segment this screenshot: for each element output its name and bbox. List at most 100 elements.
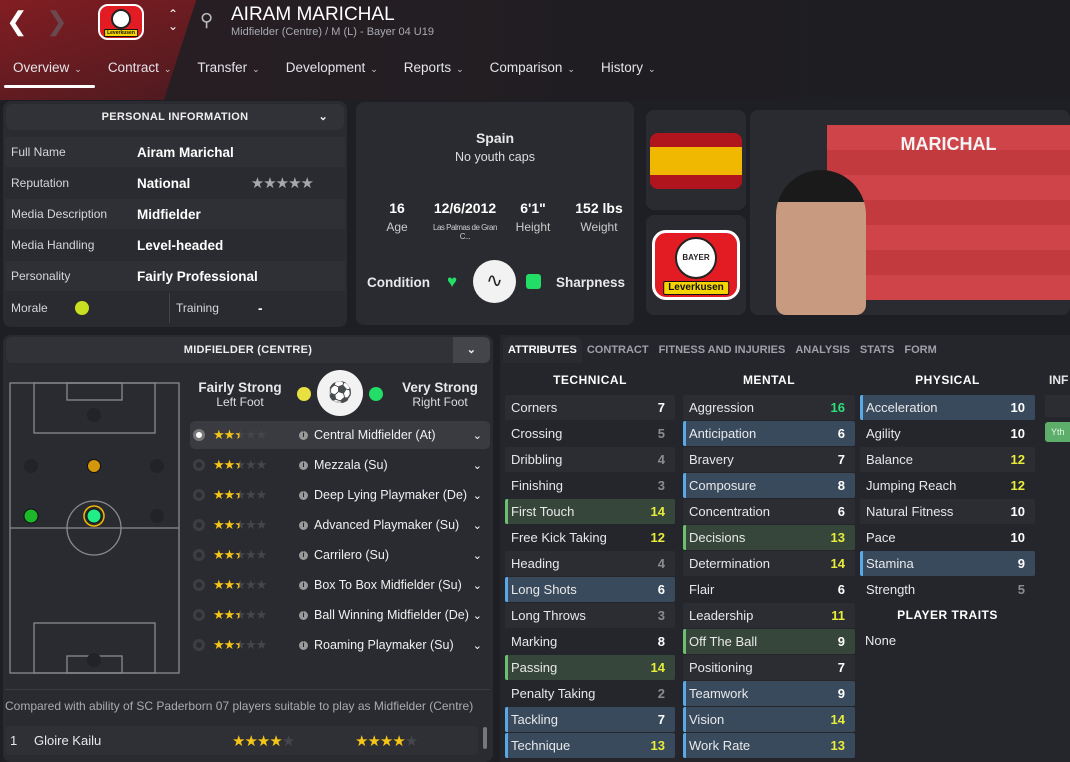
attribute-positioning[interactable]: Positioning 7 bbox=[683, 655, 855, 680]
attribute-leadership[interactable]: Leadership 11 bbox=[683, 603, 855, 628]
role-row[interactable]: ★★★★★ i Mezzala (Su) ⌄ bbox=[190, 451, 490, 479]
role-row[interactable]: ★★★★★ i Box To Box Midfielder (Su) ⌄ bbox=[190, 571, 490, 599]
attribute-balance[interactable]: Balance 12 bbox=[860, 447, 1035, 472]
role-radio[interactable] bbox=[193, 459, 205, 471]
tab-transfer[interactable]: Transfer ⌄ bbox=[184, 56, 272, 82]
tab-fitness-and-injuries[interactable]: FITNESS AND INJURIES bbox=[658, 344, 786, 356]
info-icon[interactable]: i bbox=[299, 640, 308, 650]
chevron-down-icon[interactable]: ⌄ bbox=[453, 337, 490, 363]
attribute-composure[interactable]: Composure 8 bbox=[683, 473, 855, 498]
attribute-corners[interactable]: Corners 7 bbox=[505, 395, 675, 420]
comparison-row[interactable]: 1 Gloire Kailu ★★★★★ ★★★★★ bbox=[5, 726, 478, 755]
chevron-down-icon[interactable]: ⌄ bbox=[472, 429, 482, 442]
attribute-penalty-taking[interactable]: Penalty Taking 2 bbox=[505, 681, 675, 706]
tab-attributes[interactable]: ATTRIBUTES bbox=[503, 337, 582, 363]
tab-history[interactable]: History ⌄ bbox=[588, 56, 669, 82]
role-radio[interactable] bbox=[193, 549, 205, 561]
forward-icon[interactable]: ❯ bbox=[46, 6, 68, 36]
back-icon[interactable]: ❮ bbox=[6, 6, 28, 36]
role-row[interactable]: ★★★★★ i Advanced Playmaker (Su) ⌄ bbox=[190, 511, 490, 539]
chevron-down-icon[interactable]: ⌄ bbox=[472, 459, 482, 472]
info-icon[interactable]: i bbox=[299, 460, 308, 470]
nationality[interactable]: Spain bbox=[475, 130, 515, 146]
attribute-marking[interactable]: Marking 8 bbox=[505, 629, 675, 654]
attribute-crossing[interactable]: Crossing 5 bbox=[505, 421, 675, 446]
chevron-down-icon[interactable]: ⌄ bbox=[472, 639, 482, 652]
tab-analysis[interactable]: ANALYSIS bbox=[795, 344, 850, 356]
chevron-down-icon[interactable]: ⌄ bbox=[472, 609, 482, 622]
attribute-jumping-reach[interactable]: Jumping Reach 12 bbox=[860, 473, 1035, 498]
attribute-strength[interactable]: Strength 5 bbox=[860, 577, 1035, 602]
attribute-anticipation[interactable]: Anticipation 6 bbox=[683, 421, 855, 446]
attribute-flair[interactable]: Flair 6 bbox=[683, 577, 855, 602]
role-row[interactable]: ★★★★★ i Roaming Playmaker (Su) ⌄ bbox=[190, 631, 490, 659]
attribute-concentration[interactable]: Concentration 6 bbox=[683, 499, 855, 524]
attribute-vision[interactable]: Vision 14 bbox=[683, 707, 855, 732]
club-badge[interactable]: Leverkusen bbox=[98, 4, 144, 40]
position-selector[interactable]: MIDFIELDER (CENTRE) ⌄ bbox=[6, 337, 490, 363]
role-radio[interactable] bbox=[193, 489, 205, 501]
attribute-long-shots[interactable]: Long Shots 6 bbox=[505, 577, 675, 602]
morale-icon[interactable] bbox=[75, 301, 89, 315]
chevron-down-icon: ⌄ bbox=[647, 64, 656, 74]
attribute-first-touch[interactable]: First Touch 14 bbox=[505, 499, 675, 524]
attribute-value: 13 bbox=[830, 738, 845, 753]
info-icon[interactable]: i bbox=[299, 490, 308, 500]
role-row[interactable]: ★★★★★ i Central Midfielder (At) ⌄ bbox=[190, 421, 490, 449]
attribute-natural-fitness[interactable]: Natural Fitness 10 bbox=[860, 499, 1035, 524]
attribute-passing[interactable]: Passing 14 bbox=[505, 655, 675, 680]
tab-reports[interactable]: Reports ⌄ bbox=[391, 56, 477, 82]
tab-development[interactable]: Development ⌄ bbox=[273, 56, 391, 82]
info-icon[interactable]: i bbox=[299, 520, 308, 530]
attribute-finishing[interactable]: Finishing 3 bbox=[505, 473, 675, 498]
tab-contract[interactable]: CONTRACT bbox=[586, 344, 649, 356]
scrollbar[interactable] bbox=[483, 727, 487, 749]
attribute-work-rate[interactable]: Work Rate 13 bbox=[683, 733, 855, 758]
chevron-down-icon[interactable]: ⌄ bbox=[472, 549, 482, 562]
attribute-heading[interactable]: Heading 4 bbox=[505, 551, 675, 576]
attribute-determination[interactable]: Determination 14 bbox=[683, 551, 855, 576]
attribute-dribbling[interactable]: Dribbling 4 bbox=[505, 447, 675, 472]
attribute-pace[interactable]: Pace 10 bbox=[860, 525, 1035, 550]
attribute-long-throws[interactable]: Long Throws 3 bbox=[505, 603, 675, 628]
tab-contract[interactable]: Contract ⌄ bbox=[95, 56, 185, 82]
spain-flag[interactable] bbox=[650, 133, 742, 189]
role-row[interactable]: ★★★★★ i Deep Lying Playmaker (De) ⌄ bbox=[190, 481, 490, 509]
personal-info-header[interactable]: PERSONAL INFORMATION ⌄ bbox=[6, 104, 344, 130]
attribute-decisions[interactable]: Decisions 13 bbox=[683, 525, 855, 550]
chevron-down-icon[interactable]: ⌄ bbox=[472, 579, 482, 592]
role-row[interactable]: ★★★★★ i Carrilero (Su) ⌄ bbox=[190, 541, 490, 569]
info-icon[interactable]: i bbox=[299, 430, 308, 440]
player-switch-arrows[interactable]: ⌃ ⌄ bbox=[168, 7, 179, 33]
chevron-down-icon[interactable]: ⌄ bbox=[318, 111, 328, 123]
tab-comparison[interactable]: Comparison ⌄ bbox=[477, 56, 588, 82]
role-row[interactable]: ★★★★★ i Ball Winning Midfielder (De) ⌄ bbox=[190, 601, 490, 629]
attribute-technique[interactable]: Technique 13 bbox=[505, 733, 675, 758]
info-icon[interactable]: i bbox=[299, 610, 308, 620]
attribute-stamina[interactable]: Stamina 9 bbox=[860, 551, 1035, 576]
info-icon[interactable]: i bbox=[299, 550, 308, 560]
role-radio[interactable] bbox=[193, 519, 205, 531]
attribute-off-the-ball[interactable]: Off The Ball 9 bbox=[683, 629, 855, 654]
role-radio[interactable] bbox=[193, 609, 205, 621]
reputation-stars: ★★★★★ bbox=[250, 175, 314, 192]
attribute-tackling[interactable]: Tackling 7 bbox=[505, 707, 675, 732]
chevron-down-icon[interactable]: ⌄ bbox=[472, 489, 482, 502]
attribute-acceleration[interactable]: Acceleration 10 bbox=[860, 395, 1035, 420]
info-icon[interactable]: i bbox=[299, 580, 308, 590]
tab-stats[interactable]: STATS bbox=[859, 344, 895, 356]
role-radio[interactable] bbox=[193, 429, 205, 441]
role-radio[interactable] bbox=[193, 639, 205, 651]
attribute-teamwork[interactable]: Teamwork 9 bbox=[683, 681, 855, 706]
chevron-down-icon[interactable]: ⌄ bbox=[472, 519, 482, 532]
role-radio[interactable] bbox=[193, 579, 205, 591]
attribute-free-kick-taking[interactable]: Free Kick Taking 12 bbox=[505, 525, 675, 550]
club-crest[interactable]: BAYER Leverkusen bbox=[652, 230, 740, 300]
search-icon[interactable]: ⚲ bbox=[200, 10, 214, 30]
tab-overview[interactable]: Overview ⌄ bbox=[0, 56, 95, 88]
pulse-icon[interactable]: ∿ bbox=[473, 260, 516, 303]
tab-form[interactable]: FORM bbox=[904, 344, 937, 356]
attribute-bravery[interactable]: Bravery 7 bbox=[683, 447, 855, 472]
attribute-agility[interactable]: Agility 10 bbox=[860, 421, 1035, 446]
attribute-aggression[interactable]: Aggression 16 bbox=[683, 395, 855, 420]
